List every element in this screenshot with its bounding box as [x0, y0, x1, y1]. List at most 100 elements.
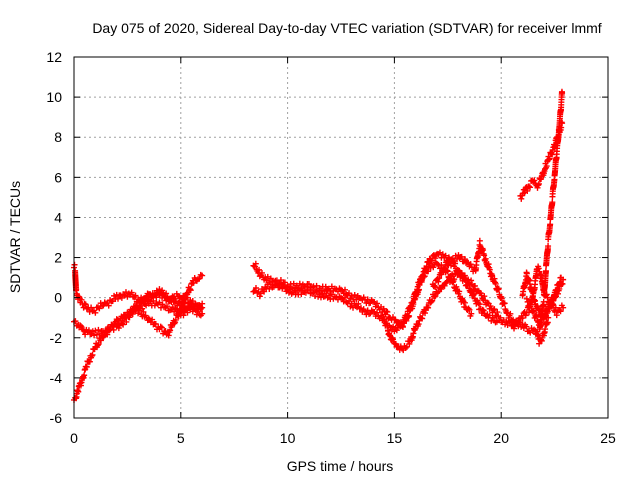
data-point [334, 296, 341, 303]
data-point [538, 337, 545, 344]
data-point [524, 187, 531, 194]
data-point [137, 305, 144, 312]
data-point [88, 352, 95, 359]
series-track-12 [517, 119, 566, 202]
data-point [419, 315, 426, 322]
data-point [196, 275, 203, 282]
data-point [531, 177, 538, 184]
data-point [258, 269, 265, 276]
data-point [523, 323, 530, 330]
data-point [169, 293, 176, 300]
data-point [110, 323, 117, 330]
data-point [157, 323, 164, 330]
data-point [497, 314, 504, 321]
data-point [436, 275, 443, 282]
data-point [410, 299, 417, 306]
data-point [422, 310, 429, 317]
data-point [142, 298, 149, 305]
data-point [126, 314, 133, 321]
y-tick-label: -6 [50, 410, 63, 426]
data-point [342, 294, 349, 301]
data-point [86, 358, 93, 365]
data-point [429, 297, 436, 304]
data-point [451, 276, 458, 283]
data-point [97, 337, 104, 344]
data-point [71, 261, 78, 268]
data-point [553, 312, 560, 319]
data-point [493, 318, 500, 325]
data-point [250, 288, 257, 295]
data-point [132, 292, 139, 299]
data-point [494, 309, 501, 316]
data-point [557, 308, 564, 315]
data-point [518, 195, 525, 202]
data-point [511, 325, 518, 332]
data-point [266, 285, 273, 292]
data-point [81, 300, 88, 307]
data-point [181, 299, 188, 306]
data-point [92, 327, 99, 334]
data-point [199, 272, 206, 279]
data-point [446, 259, 453, 266]
data-point [322, 283, 329, 290]
data-point [524, 298, 531, 305]
y-tick-label: 0 [54, 290, 62, 306]
data-point [428, 298, 435, 305]
data-point [318, 287, 325, 294]
data-point [167, 327, 174, 334]
data-point [88, 304, 95, 311]
data-point [95, 341, 102, 348]
y-tick-label: 2 [54, 250, 62, 266]
data-point [287, 286, 294, 293]
data-point [103, 328, 110, 335]
data-point [491, 306, 498, 313]
data-point [546, 155, 553, 162]
data-point [172, 316, 179, 323]
data-point [470, 292, 477, 299]
data-point [189, 298, 196, 305]
data-point [105, 302, 112, 309]
x-tick-label: 0 [70, 430, 78, 446]
data-point [442, 265, 449, 272]
data-point [476, 301, 483, 308]
data-point [72, 318, 79, 325]
data-point [468, 288, 475, 295]
data-point [128, 307, 135, 314]
data-point [348, 292, 355, 299]
data-point [480, 307, 487, 314]
y-tick-label: -2 [50, 330, 63, 346]
data-point [82, 301, 89, 308]
data-point [165, 332, 172, 339]
plot-frame [73, 56, 609, 419]
data-points [71, 88, 567, 403]
data-point [374, 300, 381, 307]
data-point [252, 285, 259, 292]
data-point [445, 274, 452, 281]
data-point [145, 315, 152, 322]
data-point [94, 342, 101, 349]
data-point [542, 268, 549, 275]
y-tick-label: 10 [46, 89, 62, 105]
data-point [431, 293, 438, 300]
data-point [453, 283, 460, 290]
data-point [384, 308, 391, 315]
data-point [516, 319, 523, 326]
series-track-11 [519, 269, 565, 321]
data-point [404, 313, 411, 320]
y-tick-label: 4 [54, 209, 62, 225]
grid [74, 57, 608, 418]
data-point [178, 304, 185, 311]
data-point [199, 300, 206, 307]
data-point [197, 304, 204, 311]
data-point [549, 199, 556, 206]
data-point [187, 286, 194, 293]
series-track-13 [536, 88, 566, 333]
data-point [101, 332, 108, 339]
data-point [83, 363, 90, 370]
y-axis-label: SDTVAR / TECUs [7, 181, 23, 293]
data-point [442, 252, 449, 259]
data-point [490, 307, 497, 314]
data-point [104, 331, 111, 338]
data-point [263, 277, 270, 284]
data-point [106, 327, 113, 334]
